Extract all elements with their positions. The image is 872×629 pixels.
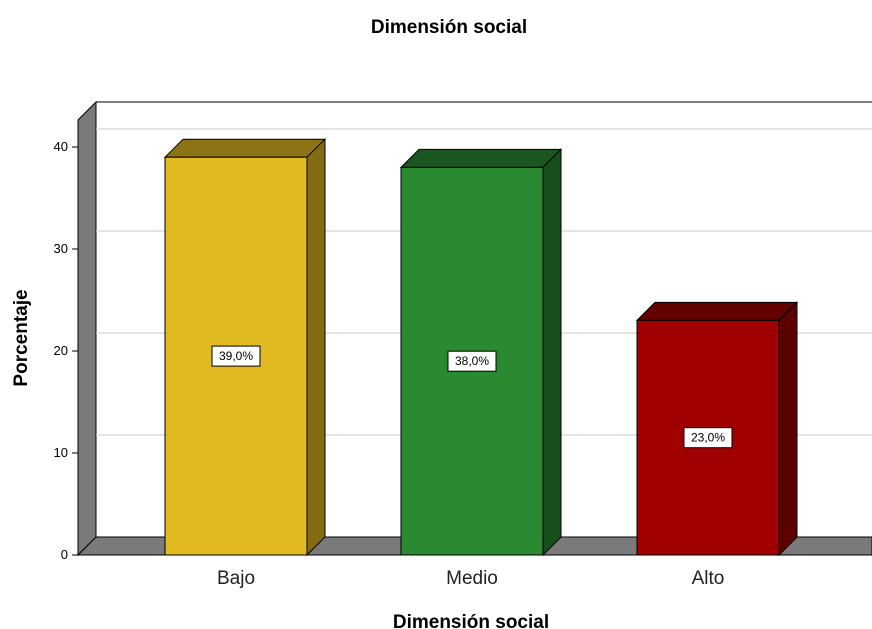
bars: 39,0% 38,0% 23,0% <box>163 137 799 557</box>
y-tick-label: 10 <box>54 445 68 460</box>
data-label: 38,0% <box>455 354 489 368</box>
x-tick-label: Medio <box>446 568 498 589</box>
bar-top-face <box>635 301 799 321</box>
bar-medio: 38,0% <box>399 148 563 557</box>
bar-top-face <box>163 138 327 158</box>
data-label-box <box>683 427 733 449</box>
data-label-box <box>211 345 261 367</box>
bar-side-face <box>542 148 562 557</box>
data-label: 39,0% <box>219 349 253 363</box>
x-tick-label: Bajo <box>217 568 255 589</box>
data-label-box <box>447 350 497 372</box>
y-tick-label: 0 <box>61 547 68 562</box>
y-tick-label: 40 <box>54 139 68 154</box>
bar-side-face <box>778 301 798 557</box>
bar-bajo: 39,0% <box>163 137 327 557</box>
x-tick-label: Alto <box>692 568 725 589</box>
y-axis-title: Porcentaje <box>11 289 32 386</box>
bar-side-face <box>306 137 326 557</box>
x-axis-title: Dimensión social <box>393 612 549 629</box>
x-axis-tick-labels: Bajo Medio Alto <box>217 568 724 589</box>
chart-title: Dimensión social <box>371 17 527 38</box>
bar-alto: 23,0% <box>635 301 799 557</box>
data-label: 23,0% <box>691 431 725 445</box>
y-axis-ticks: 0 10 20 30 40 <box>54 139 78 562</box>
left-wall <box>77 100 97 557</box>
y-tick-label: 20 <box>54 343 68 358</box>
bar-top-face <box>399 148 563 168</box>
y-tick-label: 30 <box>54 241 68 256</box>
